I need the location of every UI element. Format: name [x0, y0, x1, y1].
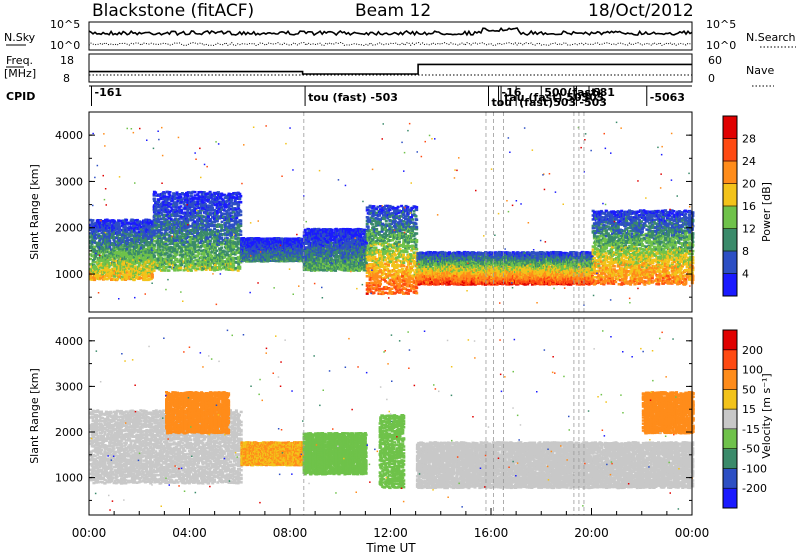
freq-tick-top: 18 [60, 54, 74, 67]
nave-tick-top: 60 [708, 54, 722, 67]
power-echo-cell [151, 274, 154, 277]
power-echo-cell [125, 219, 128, 222]
cpid-entry: -161 [95, 86, 123, 99]
power-echo-cell [179, 196, 182, 199]
power-echo-cell [108, 259, 111, 262]
power-echo-cell [169, 191, 172, 194]
frequency-trace [89, 64, 692, 74]
power-echo-cell [136, 262, 139, 265]
power-echo-cell [169, 194, 172, 197]
power-echo-cell [170, 218, 173, 221]
power-echo-cell [158, 215, 161, 218]
date-title: 18/Oct/2012 [588, 1, 694, 21]
power-echo-cell [93, 246, 96, 249]
station-title: Blackstone (fitACF) [92, 1, 254, 21]
power-echo-cell [89, 258, 92, 261]
power-echo-cell [163, 269, 166, 272]
nsky-trace [89, 28, 692, 35]
plot-canvas: Blackstone (fitACF) Beam 12 18/Oct/2012 … [0, 0, 800, 554]
power-echo-cell [118, 226, 121, 229]
power-echo-cell [179, 205, 182, 208]
cpid-entry: 681 [592, 86, 615, 99]
power-echo-cell [179, 267, 182, 270]
freq-tick-bottom: 8 [63, 72, 70, 85]
beam-title: Beam 12 [355, 1, 431, 21]
nsky-label: N.Sky [4, 31, 36, 44]
nsearch-trace [89, 43, 692, 46]
power-echo-cell [176, 251, 179, 254]
power-echo-cell [108, 240, 111, 243]
nsearch-label: N.Search [746, 31, 796, 44]
nsearch-tick-bottom: 10^0 [706, 39, 736, 52]
power-echo-cell [153, 269, 156, 272]
power-echo-cell [98, 239, 101, 242]
power-echo-cell [166, 244, 169, 247]
power-echo-cell [153, 244, 156, 247]
freq-label-line1: Freq. [6, 54, 33, 67]
power-echo-cell [169, 266, 172, 269]
power-echo-cell [181, 233, 184, 236]
power-echo-cell [168, 269, 171, 272]
nave-tick-bottom: 0 [708, 72, 715, 85]
power-echo-cell [113, 275, 116, 278]
power-echo-cell [116, 278, 119, 281]
cpid-label: CPID [6, 90, 35, 103]
radar-summary-plot: Blackstone (fitACF) Beam 12 18/Oct/2012 … [0, 0, 800, 554]
power-echo-cell [118, 231, 121, 234]
nave-label: Nave [746, 64, 774, 77]
nsky-panel [89, 22, 692, 50]
power-echo-cell [153, 198, 156, 201]
power-echo-cell [158, 209, 161, 212]
power-echo-cell [153, 233, 156, 236]
power-echo-cell [153, 237, 156, 240]
power-echo-cell [92, 219, 95, 222]
power-echo-cell [176, 253, 179, 256]
power-echo-cell [181, 250, 184, 253]
freq-panel [89, 54, 692, 82]
power-echo-cell [153, 255, 156, 258]
power-echo-cell [176, 204, 179, 207]
power-echo-cell [118, 222, 121, 225]
power-echo-cell [99, 277, 102, 280]
nsearch-tick-top: 10^5 [706, 18, 736, 31]
nsky-tick-bottom: 10^0 [50, 39, 80, 52]
cpid-entry: -5063 [650, 91, 685, 104]
freq-label-line2: [MHz] [4, 67, 36, 80]
nsky-tick-top: 10^5 [50, 18, 80, 31]
cpid-entry: tou (fast) -503 [308, 91, 398, 104]
